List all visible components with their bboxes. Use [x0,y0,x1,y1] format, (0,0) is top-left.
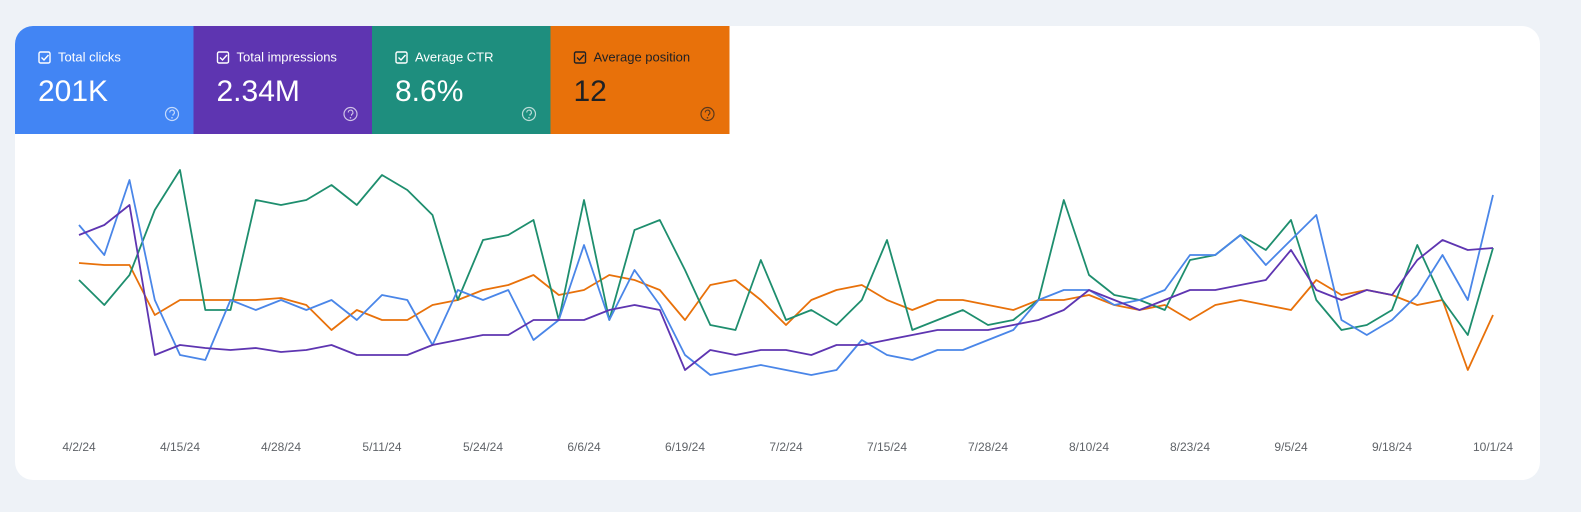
x-tick-label: 6/19/24 [665,440,705,454]
help-dot [706,117,709,119]
help-icon[interactable] [164,106,180,122]
metric-tile[interactable]: Total impressions 2.34M [193,26,373,134]
help-mark [526,109,532,116]
help-mark [347,109,354,116]
metric-label: Total impressions [237,49,338,64]
checkmark [576,54,585,62]
series-line [78,262,1494,371]
metric-label: Average CTR [415,49,494,64]
metric-value: 201K [38,75,108,108]
checkbox[interactable] [573,51,587,64]
help-dot [171,117,173,119]
x-tick-label: 5/24/24 [463,440,503,454]
metric-value: 8.6% [395,75,463,108]
metric-value: 2.34M [217,75,300,108]
metric-tile[interactable]: Average CTR 8.6% [372,26,551,134]
metric-tile[interactable]: Total clicks 201K [15,26,194,134]
tile-background [372,26,551,134]
series-line [78,179,1494,376]
tile-background [550,26,730,134]
tile-background [193,26,373,134]
x-tick-label: 8/10/24 [1069,440,1109,454]
metric-label: Average position [594,49,691,64]
x-tick-label: 6/6/24 [567,440,601,454]
x-tick-label: 10/1/24 [1473,440,1513,454]
x-tick-label: 9/18/24 [1372,440,1412,454]
checkbox[interactable] [395,51,408,64]
tile-background [15,26,194,134]
x-tick-label: 7/28/24 [968,440,1008,454]
checkmark [219,54,228,62]
checkbox[interactable] [38,51,51,64]
x-tick-label: 5/11/24 [362,440,401,454]
help-icon[interactable] [700,106,715,122]
card [15,26,1540,480]
x-tick-label: 7/15/24 [867,440,907,454]
checkbox[interactable] [216,51,230,64]
x-tick-label: 9/5/24 [1274,440,1308,454]
x-tick-label: 8/23/24 [1170,440,1210,454]
checkmark [398,54,407,62]
checkmark [41,54,50,62]
x-tick-label: 4/15/24 [160,440,200,454]
x-tick-label: 4/28/24 [261,440,301,454]
help-mark [169,109,175,116]
metric-value: 12 [574,75,607,108]
series-line [78,204,1494,371]
metric-label: Total clicks [58,49,121,64]
help-dot [528,117,530,119]
help-mark [704,109,711,116]
series-line [78,169,1494,336]
help-dot [349,117,352,119]
x-tick-label: 4/2/24 [62,440,96,454]
x-tick-label: 7/2/24 [769,440,803,454]
help-icon[interactable] [521,106,537,122]
help-icon[interactable] [343,106,358,122]
metric-tile[interactable]: Average position 12 [550,26,730,134]
